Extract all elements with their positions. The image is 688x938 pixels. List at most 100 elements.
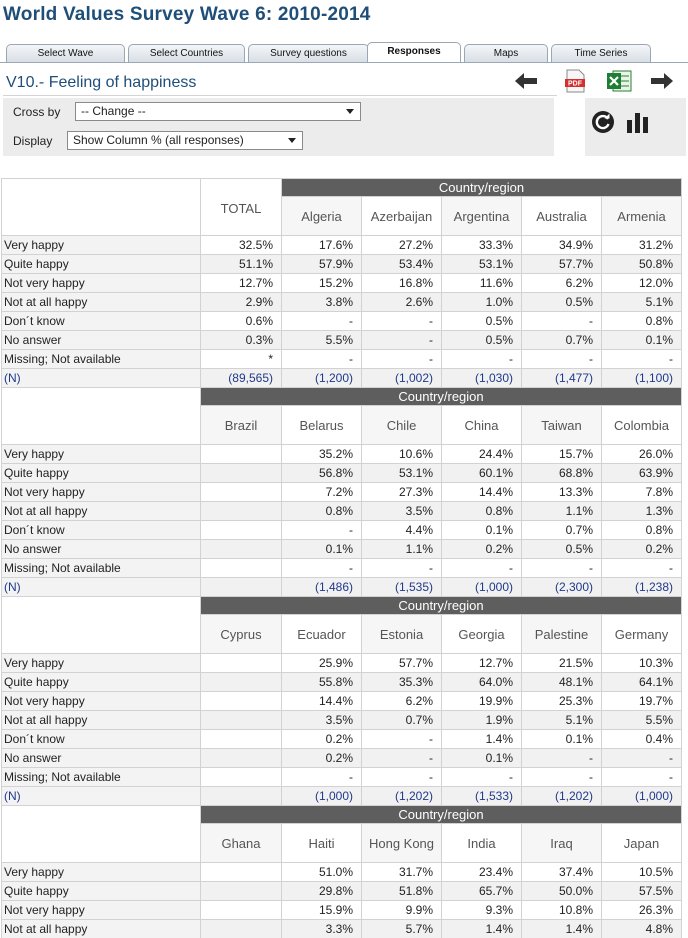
table-cell: - <box>441 349 522 369</box>
table-corner-cell <box>1 805 201 863</box>
tab-bar: Select Wave Select Countries Survey ques… <box>6 42 652 62</box>
country-column-header[interactable]: Cyprus <box>200 614 282 654</box>
empty-total-cell <box>200 444 282 464</box>
table-cell: (1,202) <box>361 786 442 806</box>
country-column-header[interactable]: Ecuador <box>281 614 362 654</box>
chevron-down-icon <box>346 109 354 114</box>
responses-table: TOTAL Country/region Algeria Azerbaijan Arge… <box>1 178 683 938</box>
country-column-header[interactable]: Palestine <box>521 614 602 654</box>
table-row: Quite happy55.8%35.3%64.0%48.1%64.1%60.9… <box>1 672 683 692</box>
table-cell: 11.6% <box>441 273 522 293</box>
total-cell: * <box>200 349 282 369</box>
refresh-icon[interactable] <box>591 110 615 137</box>
arrow-right-icon[interactable] <box>648 68 676 94</box>
table-cell: 0.5% <box>521 292 602 312</box>
country-column-header[interactable]: Japan <box>600 823 683 863</box>
table-cell: 0.8% <box>441 501 522 521</box>
table-cell: 0.7% <box>361 710 442 730</box>
table-cell: 24.4% <box>441 444 522 464</box>
tab-survey-questions[interactable]: Survey questions <box>248 44 369 62</box>
table-cell: 65.7% <box>441 881 522 901</box>
table-cell: - <box>281 311 362 331</box>
country-column-header[interactable]: Taiwan <box>521 405 602 445</box>
cross-by-value: -- Change -- <box>81 104 146 118</box>
total-cell: 32.5% <box>200 235 282 255</box>
display-select[interactable]: Show Column % (all responses) <box>67 131 303 150</box>
table-cell: 51.0% <box>281 862 362 882</box>
table-cell: 10.8% <box>521 900 602 920</box>
tab-maps[interactable]: Maps <box>464 44 548 62</box>
country-region-header: Country/region <box>199 596 683 615</box>
tab-responses[interactable]: Responses <box>367 42 461 62</box>
country-region-header: Country/region <box>199 387 683 406</box>
country-column-header[interactable]: Chile <box>361 405 442 445</box>
tab-time-series[interactable]: Time Series <box>551 44 651 62</box>
tab-bar-divider <box>0 62 688 63</box>
tab-select-countries[interactable]: Select Countries <box>128 44 245 62</box>
country-column-header[interactable]: Iraq <box>521 823 602 863</box>
table-cell: 0.7% <box>521 520 602 540</box>
country-column-header[interactable]: Hong Kong <box>361 823 442 863</box>
table-cell: 0.2% <box>281 748 362 768</box>
row-label: Very happy <box>1 235 201 255</box>
table-cell: 57.5% <box>600 881 683 901</box>
country-column-header[interactable]: Georgia <box>441 614 522 654</box>
country-column-header[interactable]: Germany <box>600 614 683 654</box>
empty-total-cell <box>200 729 282 749</box>
table-cell: - <box>441 558 522 578</box>
country-column-header[interactable]: Colombia <box>600 405 683 445</box>
country-column-header[interactable]: Algeria <box>281 196 362 236</box>
row-label: Don´t know <box>1 729 201 749</box>
excel-icon[interactable] <box>605 68 633 94</box>
empty-total-cell <box>200 539 282 559</box>
country-column-header[interactable]: Argentina <box>441 196 522 236</box>
tab-select-wave[interactable]: Select Wave <box>6 44 125 62</box>
country-column-header[interactable]: Estonia <box>361 614 442 654</box>
table-cell: 12.0% <box>600 273 683 293</box>
table-cell: - <box>521 349 602 369</box>
total-cell: 0.6% <box>200 311 282 331</box>
table-row: Not at all happy 2.9% 3.8% 2.6% 1.0% 0.5% 5.1% <box>1 292 683 312</box>
country-header-row: Algeria Azerbaijan Argentina Australia Armen… <box>2 196 683 236</box>
country-column-header[interactable]: Armenia <box>600 196 683 236</box>
bar-chart-icon[interactable] <box>626 111 650 136</box>
table-cell: 0.5% <box>441 311 522 331</box>
table-cell: (1,202) <box>521 786 602 806</box>
table-corner-cell <box>1 596 201 654</box>
responses-table-container: TOTAL Country/region Algeria Azerbaijan Arge… <box>1 178 683 938</box>
table-cell: 35.3% <box>361 672 442 692</box>
table-cell: 31.2% <box>600 235 683 255</box>
country-column-header[interactable]: Brazil <box>200 405 282 445</box>
table-cell: 16.8% <box>361 273 442 293</box>
empty-total-cell <box>200 862 282 882</box>
country-column-header[interactable]: India <box>441 823 522 863</box>
row-label: Missing; Not available <box>1 349 201 369</box>
variable-title: V10.- Feeling of happiness <box>6 74 197 91</box>
row-label: (N) <box>1 577 201 597</box>
arrow-left-icon[interactable] <box>512 68 540 94</box>
country-column-header[interactable]: China <box>441 405 522 445</box>
table-cell: (1,002) <box>361 368 442 388</box>
table-cell: 1.9% <box>441 710 522 730</box>
table-cell: 50.0% <box>521 881 602 901</box>
table-cell: 10.3% <box>600 653 683 673</box>
empty-total-cell <box>200 691 282 711</box>
country-column-header[interactable]: Ghana <box>200 823 282 863</box>
table-cell: 19.9% <box>441 691 522 711</box>
table-cell: 25.9% <box>281 653 362 673</box>
row-label: Don´t know <box>1 311 201 331</box>
country-header-row: Brazil Belarus Chile China Taiwan Colombia <box>2 405 683 445</box>
pdf-icon[interactable]: PDF <box>562 68 588 94</box>
table-row: Don´t know 0.6% - -0.5% -0.8% <box>1 311 683 331</box>
country-column-header[interactable]: Belarus <box>281 405 362 445</box>
country-column-header[interactable]: Haiti <box>281 823 362 863</box>
table-cell: 1.3% <box>600 501 683 521</box>
table-cell: (1,030) <box>441 368 522 388</box>
cross-by-select[interactable]: -- Change -- <box>75 102 361 121</box>
country-column-header[interactable]: Australia <box>521 196 602 236</box>
country-column-header[interactable]: Azerbaijan <box>361 196 442 236</box>
table-cell: 0.1% <box>600 330 683 350</box>
